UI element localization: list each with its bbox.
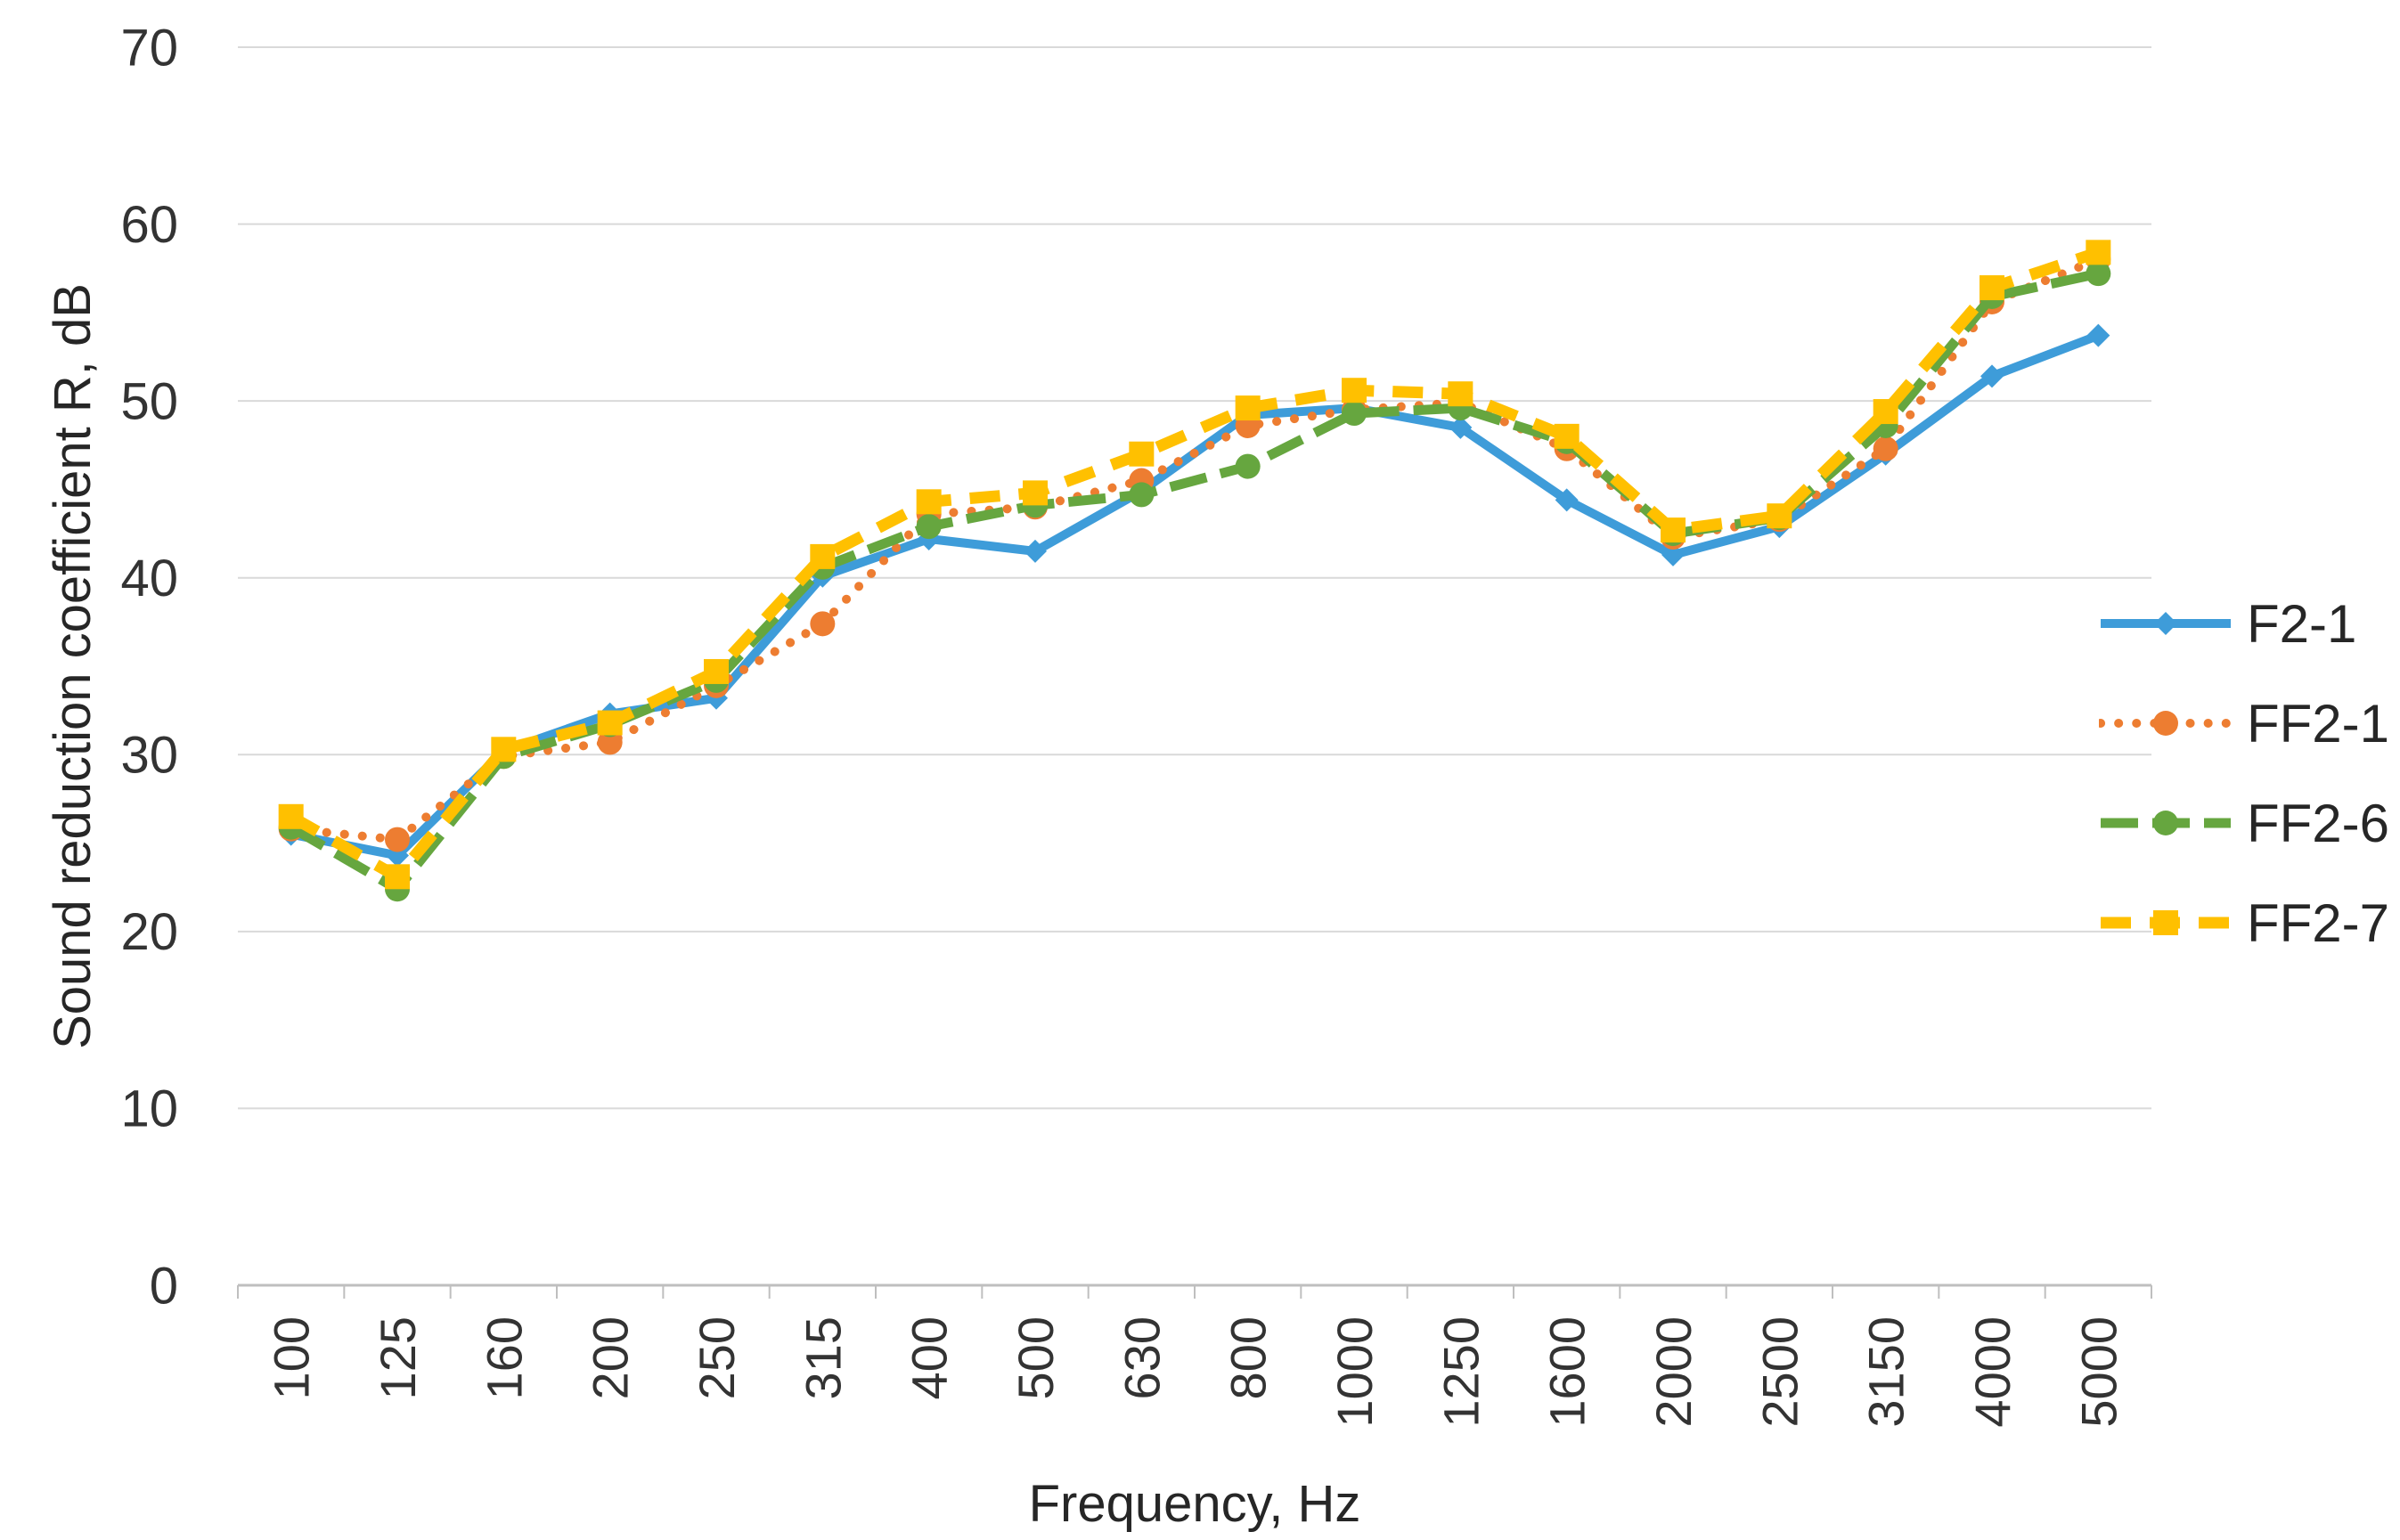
marker-FF2-7 [1767,503,1792,529]
x-tick-label: 160 [476,1316,532,1399]
legend-marker-diamond [2154,612,2177,635]
x-tick-label: 1600 [1539,1316,1596,1428]
y-tick-label: 40 [120,550,178,607]
legend-item-FF2-1[interactable]: FF2-1 [2099,673,2389,773]
legend-item-FF2-7[interactable]: FF2-7 [2099,873,2389,973]
marker-FF2-7 [597,710,623,736]
marker-F2-1 [1661,542,1685,566]
marker-F2-1 [1555,488,1579,512]
marker-FF2-6 [2086,261,2111,287]
marker-FF2-1 [810,611,836,637]
marker-FF2-7 [1342,378,1367,403]
x-tick-label: 4000 [1964,1316,2020,1428]
marker-FF2-1 [385,827,410,852]
marker-FF2-6 [1235,453,1261,479]
x-tick-label: 5000 [2070,1316,2127,1428]
legend-label: F2-1 [2247,593,2357,654]
marker-F2-1 [2086,323,2110,347]
y-tick-label: 30 [120,727,178,785]
legend-label: FF2-7 [2247,892,2390,953]
marker-FF2-7 [1980,275,2004,301]
legend-label: FF2-1 [2247,693,2390,754]
marker-F2-1 [1980,364,2004,388]
marker-FF2-6 [1342,401,1367,427]
legend-sample-line [2101,910,2231,935]
marker-FF2-7 [1661,517,1686,543]
marker-FF2-1 [597,729,623,755]
x-tick-label: 125 [370,1316,426,1399]
marker-FF2-6 [1129,482,1155,508]
x-tick-label: 100 [264,1316,320,1399]
y-tick-label: 10 [120,1080,178,1138]
x-tick-label: 2500 [1751,1316,1808,1428]
x-tick-label: 630 [1114,1316,1170,1399]
legend-marker-circle [2153,711,2178,736]
series-line-F2-1 [290,331,2101,860]
y-tick-label: 70 [120,19,178,77]
x-tick-label: 400 [902,1316,958,1399]
marker-FF2-7 [2086,240,2111,265]
legend-sample-line [2101,612,2231,635]
x-tick-label: 2000 [1645,1316,1702,1428]
y-tick-label: 20 [120,903,178,961]
marker-FF2-1 [1873,436,1898,461]
x-tick-label: 315 [795,1316,851,1399]
marker-FF2-6 [916,514,942,540]
marker-FF2-7 [1448,381,1473,407]
marker-FF2-7 [1873,399,1898,425]
y-tick-label: 0 [150,1257,178,1315]
marker-FF2-7 [385,864,410,890]
legend-item-F2-1[interactable]: F2-1 [2099,574,2389,673]
legend-item-FF2-6[interactable]: FF2-6 [2099,773,2389,873]
legend-marker-circle [2153,811,2178,835]
marker-FF2-7 [704,658,729,684]
legend-sample-line [2101,811,2231,835]
marker-F2-1 [1449,415,1473,439]
marker-FF2-7 [278,803,304,829]
x-tick-label: 3150 [1858,1316,1914,1428]
y-tick-label: 60 [120,196,178,254]
x-tick-label: 800 [1220,1316,1277,1399]
series-line-FF2-1 [286,255,2103,844]
series-line-FF2-7 [288,247,2101,883]
marker-FF2-7 [491,737,517,762]
x-tick-label: 200 [583,1316,639,1399]
x-tick-label: 250 [689,1316,745,1399]
legend-sample-line [2099,711,2233,736]
x-tick-label: 1250 [1433,1316,1489,1428]
marker-FF2-7 [1235,395,1261,421]
marker-FF2-7 [916,489,942,515]
x-tick-label: 1000 [1327,1316,1383,1428]
legend: F2-1 FF2-1 FF2-6 FF2-7 [2099,574,2389,973]
series-line-FF2-6 [288,268,2100,894]
x-axis-title: Frequency, Hz [1028,1475,1361,1533]
marker-FF2-7 [1129,441,1155,467]
legend-label: FF2-6 [2247,793,2390,853]
y-axis-title: Sound reduction coefficient R, dB [44,283,102,1049]
marker-FF2-7 [1023,480,1048,506]
y-tick-label: 50 [120,372,178,430]
marker-FF2-7 [810,543,836,569]
x-tick-label: 500 [1008,1316,1064,1399]
marker-FF2-7 [1554,423,1580,449]
marker-F2-1 [1024,539,1047,563]
legend-marker-square [2153,910,2178,935]
